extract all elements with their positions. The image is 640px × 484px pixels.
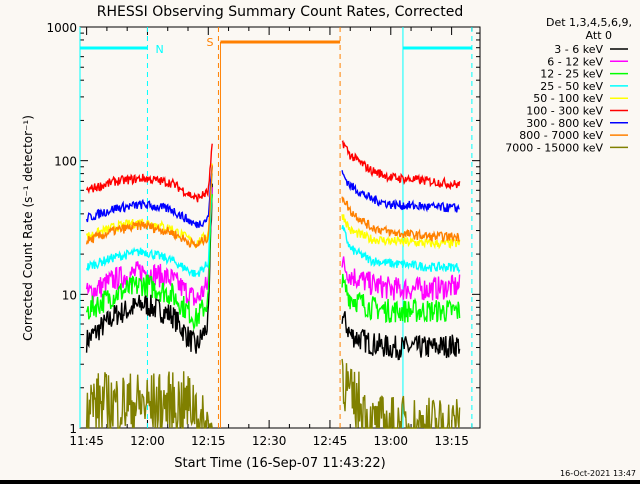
series-line — [341, 358, 461, 429]
legend-label: 100 - 300 keV — [526, 105, 603, 118]
y-axis-label: Corrected Count Rate (s⁻¹ detector⁻¹) — [21, 115, 35, 341]
series-line — [341, 214, 461, 250]
series-line — [341, 196, 460, 243]
legend-label: 3 - 6 keV — [554, 43, 603, 56]
timestamp: 16-Oct-2021 13:47 — [560, 469, 636, 478]
legend-label: 300 - 800 keV — [526, 117, 603, 130]
series-line — [85, 183, 213, 354]
series-line — [85, 165, 213, 248]
series-line — [341, 256, 461, 301]
x-axis-label: Start Time (16-Sep-07 11:43:22) — [174, 456, 385, 471]
series-line — [85, 371, 213, 429]
series-line — [341, 170, 460, 213]
series-line — [85, 187, 213, 306]
saa-label: S — [206, 36, 213, 49]
x-tick-label: 12:30 — [252, 434, 287, 448]
night-label: N — [155, 43, 163, 56]
series-line — [85, 143, 213, 203]
legend-header: Det 1,3,4,5,6,9, — [546, 16, 632, 29]
y-tick-label: 100 — [54, 155, 77, 169]
y-tick-label: 10 — [62, 288, 77, 302]
plot-area: 1 10 100 1000 11:45 12:00 12:15 12:30 12:45 13:00… — [46, 21, 481, 448]
legend-label: 25 - 50 keV — [540, 80, 603, 93]
legend-subheader: Att 0 — [586, 29, 612, 42]
x-tick-label: 12:00 — [130, 434, 165, 448]
series-line — [85, 173, 213, 278]
series-line — [85, 194, 213, 332]
chart-title: RHESSI Observing Summary Count Rates, Co… — [97, 4, 463, 20]
legend-label: 800 - 7000 keV — [519, 129, 603, 142]
x-tick-label: 13:00 — [373, 434, 408, 448]
x-tick-label: 13:15 — [434, 434, 469, 448]
y-tick-label: 1000 — [46, 21, 77, 35]
series-line — [341, 225, 461, 274]
legend-label: 50 - 100 keV — [533, 92, 603, 105]
x-tick-label: 12:45 — [313, 434, 348, 448]
legend-label: 7000 - 15000 keV — [505, 141, 603, 154]
legend-label: 6 - 12 keV — [547, 55, 603, 68]
x-tick-label: 11:45 — [69, 434, 104, 448]
series-line — [85, 166, 213, 229]
series-line — [341, 273, 461, 324]
legend-label: 12 - 25 keV — [540, 68, 603, 81]
x-tick-label: 12:15 — [191, 434, 226, 448]
series-line — [341, 311, 461, 361]
series-line — [341, 140, 461, 191]
y-tick-label: 1 — [69, 422, 77, 436]
